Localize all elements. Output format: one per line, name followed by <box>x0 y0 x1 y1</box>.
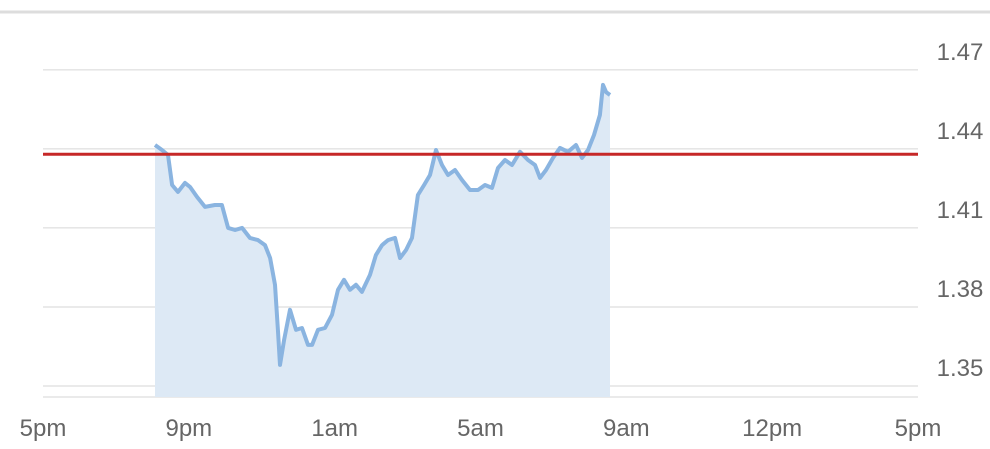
x-tick-label: 5pm <box>20 415 67 442</box>
y-tick-label: 1.35 <box>937 355 984 382</box>
x-tick-label: 9pm <box>165 415 212 442</box>
x-tick-label: 1am <box>311 415 358 442</box>
area <box>155 84 610 398</box>
y-tick-label: 1.41 <box>937 197 984 224</box>
y-tick-label: 1.47 <box>937 39 984 66</box>
x-tick-label: 5pm <box>895 415 942 442</box>
y-tick-label: 1.44 <box>937 118 984 145</box>
y-tick-label: 1.38 <box>937 276 984 303</box>
x-tick-label: 5am <box>457 415 504 442</box>
x-tick-label: 12pm <box>742 415 802 442</box>
x-tick-label: 9am <box>603 415 650 442</box>
price-line <box>153 82 612 367</box>
